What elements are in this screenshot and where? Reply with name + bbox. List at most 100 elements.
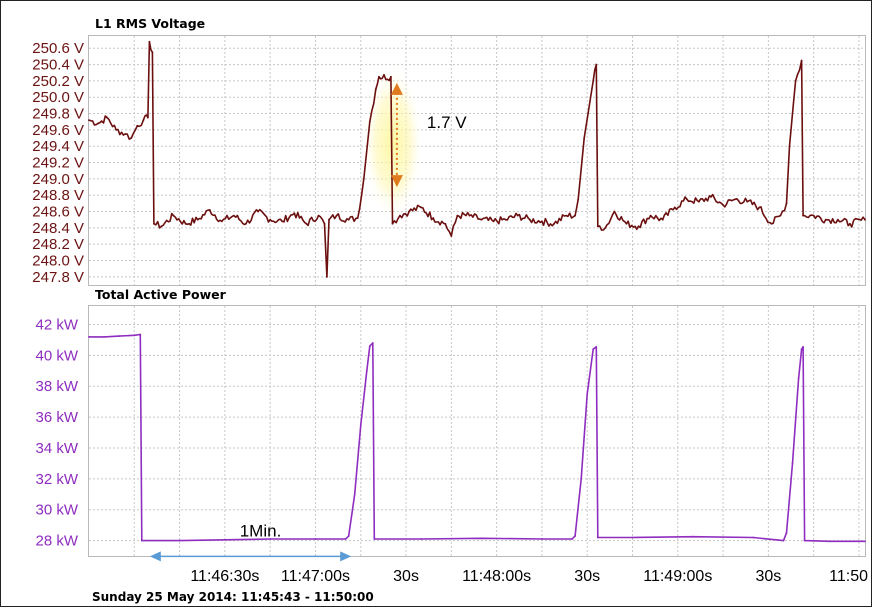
data-point <box>133 334 136 337</box>
data-point <box>596 225 599 228</box>
data-point <box>151 51 154 54</box>
data-point <box>399 214 401 217</box>
data-point <box>791 462 794 465</box>
annotation-highlight <box>362 65 423 222</box>
data-point <box>785 202 788 205</box>
data-point <box>103 335 105 338</box>
data-point <box>770 222 773 225</box>
power-plot-area <box>88 305 866 557</box>
data-point <box>408 210 410 213</box>
voltage-grid <box>89 36 865 285</box>
data-point <box>178 539 181 542</box>
data-point <box>88 119 90 121</box>
data-point <box>420 538 423 540</box>
data-point <box>516 214 519 217</box>
data-point <box>595 63 598 66</box>
data-point <box>130 137 133 139</box>
y-tick-label: 36 kW <box>35 409 78 426</box>
data-point <box>592 348 595 351</box>
data-point <box>785 531 788 534</box>
data-point <box>637 225 640 228</box>
data-point <box>613 210 616 213</box>
data-point <box>468 214 471 217</box>
data-point <box>373 538 376 540</box>
data-point <box>722 204 724 206</box>
data-point <box>365 369 368 372</box>
data-point <box>779 214 782 217</box>
data-point <box>245 222 247 225</box>
data-point <box>456 214 459 217</box>
data-point <box>390 75 392 78</box>
data-point <box>374 88 377 90</box>
data-point <box>377 75 380 78</box>
x-tick-label: 11:46:30s <box>190 568 259 585</box>
data-point <box>691 535 694 538</box>
data-point <box>356 217 359 219</box>
duration-label: 1Min. <box>240 521 282 540</box>
data-point <box>444 222 447 225</box>
power-series-line <box>89 333 865 543</box>
data-point <box>794 80 797 82</box>
y-tick-label: 34 kW <box>35 440 78 457</box>
y-tick-label: 32 kW <box>35 471 78 488</box>
y-tick-label: 249.6 V <box>32 122 84 139</box>
data-point <box>574 535 577 537</box>
data-point <box>758 206 761 209</box>
data-point <box>673 206 676 209</box>
data-point <box>800 348 803 351</box>
data-point <box>257 210 259 213</box>
y-tick-label: 248.4 V <box>32 220 84 237</box>
data-point <box>734 198 737 201</box>
data-point <box>362 177 365 180</box>
duration-annotation: 1Min. <box>149 521 352 562</box>
y-tick-label: 250.6 V <box>32 40 84 57</box>
y-tick-label: 38 kW <box>35 378 78 395</box>
data-point <box>347 218 350 221</box>
date-range-footer: Sunday 25 May 2014: 11:45:43 - 11:50:00 <box>92 590 374 604</box>
power-chart-title: Total Active Power <box>95 287 227 302</box>
data-point <box>592 80 595 82</box>
data-point <box>824 218 827 221</box>
delta-arrow-head-down <box>390 175 403 188</box>
y-tick-label: 248.2 V <box>32 236 84 253</box>
data-point <box>106 116 109 119</box>
data-point <box>142 119 145 121</box>
data-point <box>812 214 815 217</box>
data-point <box>541 538 543 540</box>
data-point <box>480 218 483 221</box>
data-point <box>139 333 142 336</box>
x-tick-label: 30s <box>755 568 781 585</box>
x-tick-label: 11:49:00s <box>643 568 712 585</box>
data-point <box>836 218 839 221</box>
data-point <box>314 538 317 540</box>
power-y-axis: 42 kW 40 kW 38 kW 36 kW 34 kW 32 kW 30 kW 28 kW <box>35 317 78 550</box>
data-point <box>146 116 149 119</box>
power-panel: Total Active Power 42 kW 40 kW 38 kW 36 kW 3… <box>35 287 866 562</box>
data-point <box>344 538 347 540</box>
data-point <box>293 212 296 215</box>
y-tick-label: 250.4 V <box>32 57 84 74</box>
power-points <box>88 333 866 543</box>
voltage-plot-area <box>88 35 866 286</box>
data-point <box>368 120 371 123</box>
data-point <box>864 540 866 543</box>
duration-arrow-head-right <box>340 551 352 562</box>
data-point <box>359 423 362 426</box>
data-point <box>553 222 555 225</box>
data-point <box>432 217 435 219</box>
data-point <box>803 539 806 542</box>
data-point <box>269 218 272 221</box>
duration-arrow-head-left <box>149 551 161 562</box>
x-tick-label: 30s <box>574 568 600 585</box>
data-point <box>782 539 785 542</box>
data-point <box>269 538 272 540</box>
data-point <box>625 222 628 225</box>
data-point <box>480 537 483 540</box>
data-point <box>752 536 755 539</box>
data-point <box>577 198 580 201</box>
y-tick-label: 250.0 V <box>32 89 84 106</box>
y-tick-label: 30 kW <box>35 502 78 519</box>
data-point <box>136 124 139 127</box>
